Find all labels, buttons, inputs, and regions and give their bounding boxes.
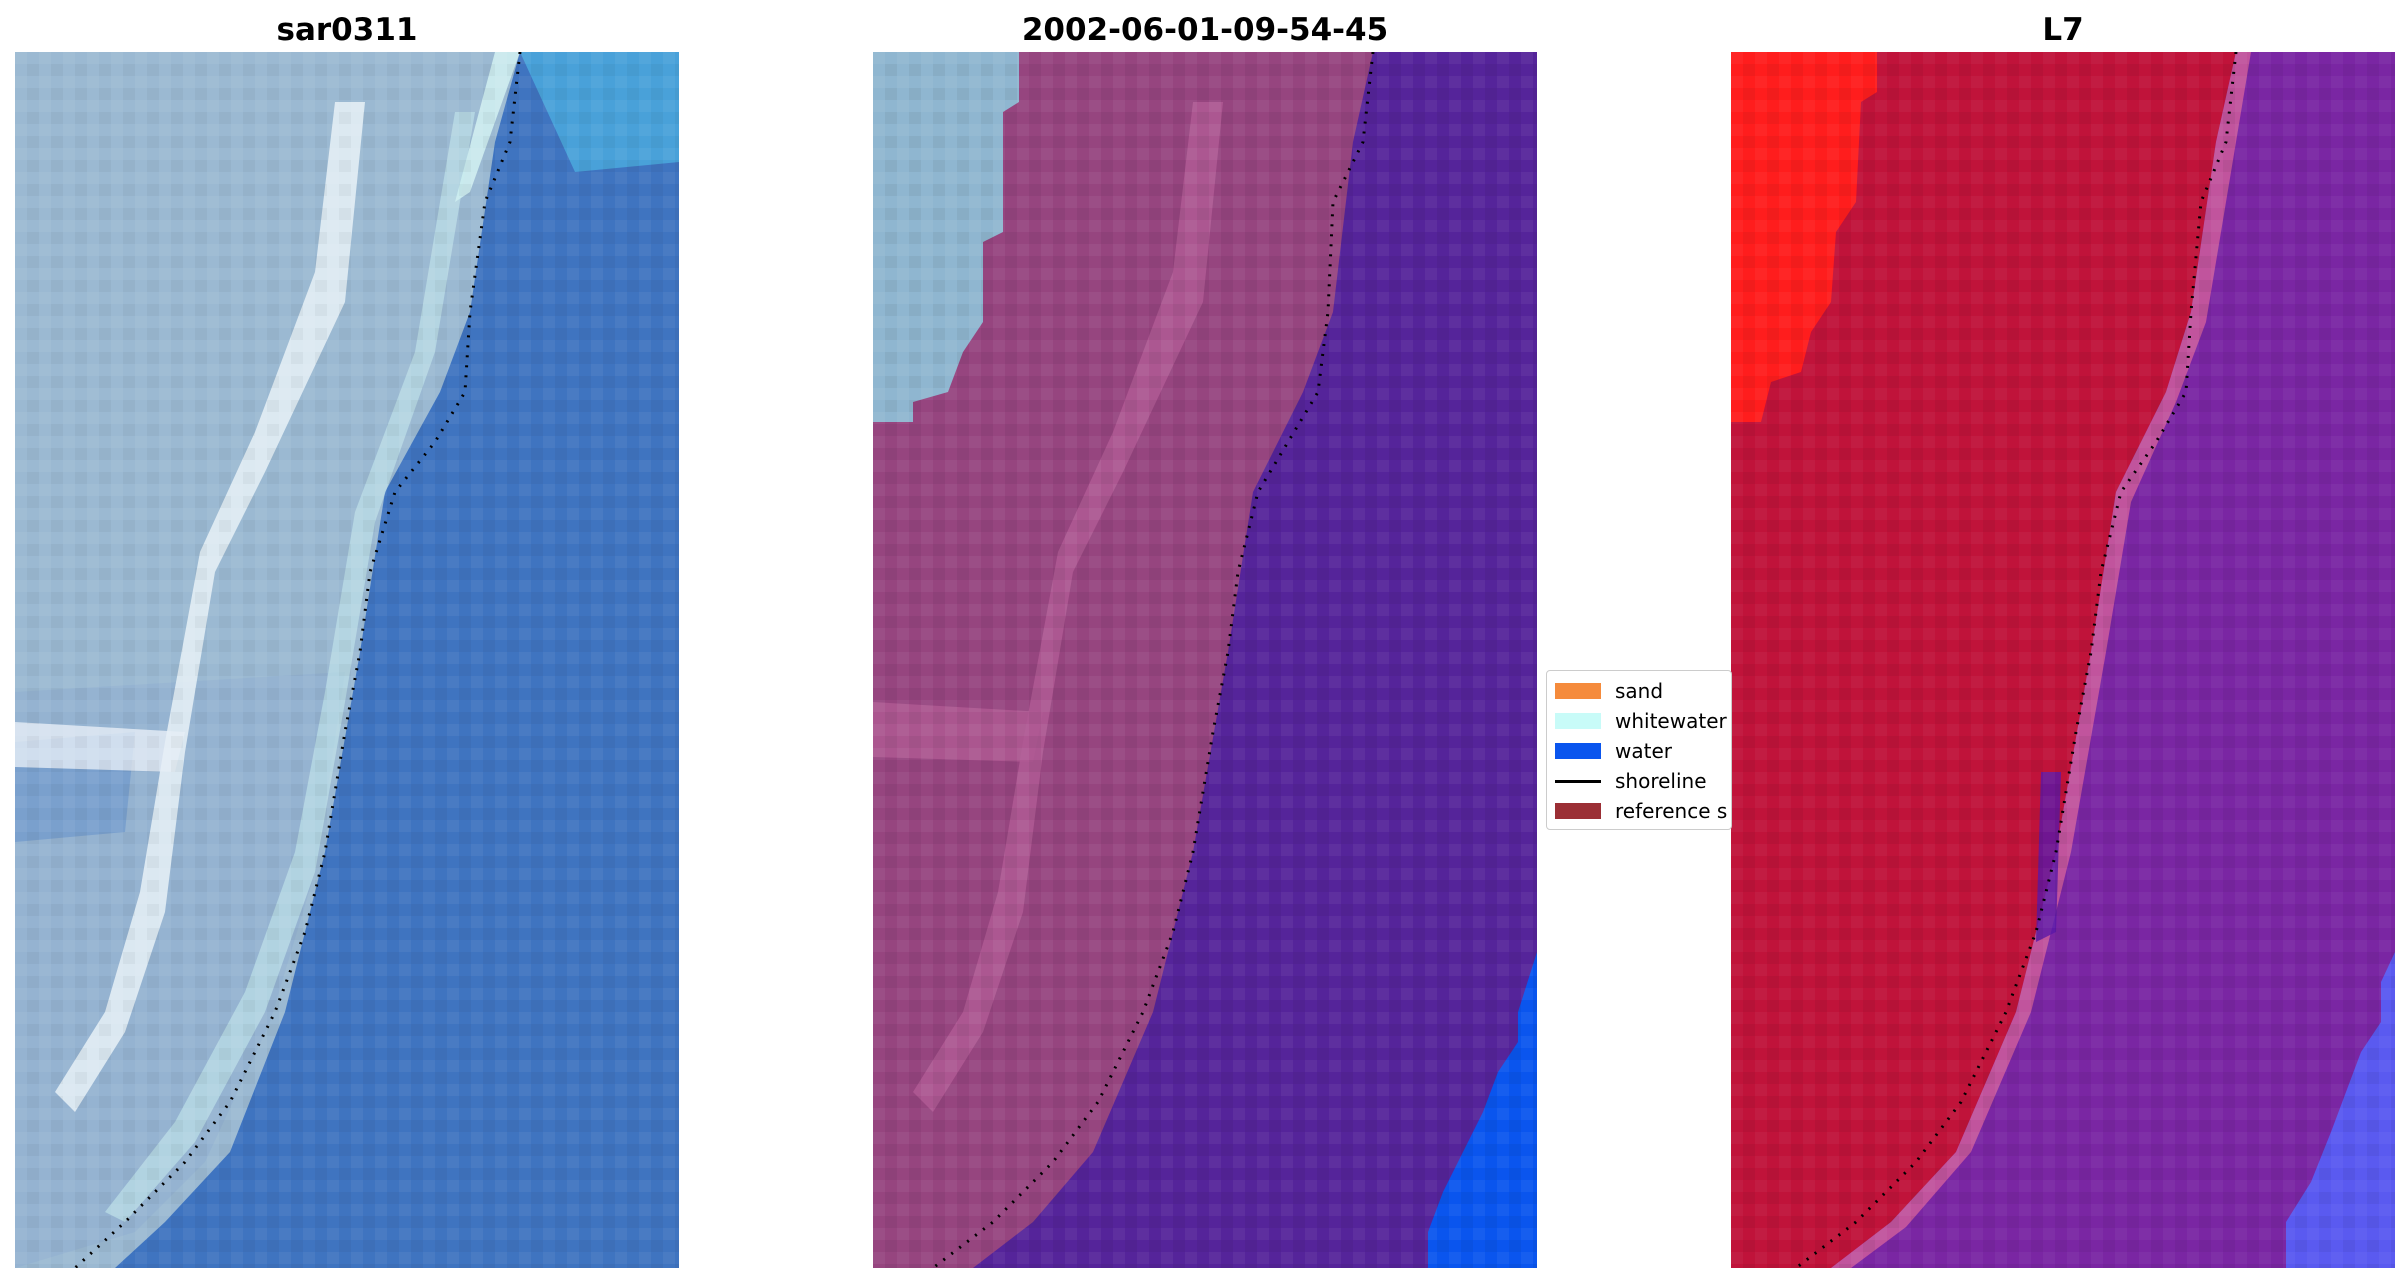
legend-item-water: water [1555, 737, 1672, 765]
legend-label: reference s [1615, 799, 1728, 823]
panel-title-rgb: sar0311 [276, 12, 418, 48]
panel-title-index: L7 [2042, 12, 2084, 48]
panel-title-classified: 2002-06-01-09-54-45 [1021, 12, 1389, 48]
legend-label: water [1615, 739, 1672, 763]
legend: sand whitewater water shoreline referenc… [1546, 670, 1732, 830]
shoreline [932, 52, 1375, 1268]
shoreline [73, 52, 522, 1268]
index-image-panel [1731, 52, 2395, 1268]
legend-swatch-sand [1555, 683, 1601, 699]
legend-item-shoreline: shoreline [1555, 767, 1707, 795]
legend-label: whitewater [1615, 709, 1727, 733]
legend-item-reference-shoreline: reference s [1555, 797, 1727, 825]
legend-swatch-water [1555, 743, 1601, 759]
index-image [1731, 52, 2395, 1268]
legend-label: sand [1615, 679, 1664, 703]
legend-swatch-whitewater [1555, 713, 1601, 729]
classified-image-panel [873, 52, 1537, 1268]
legend-line-shoreline [1555, 779, 1601, 783]
legend-swatch-reference [1555, 803, 1601, 819]
legend-item-whitewater: whitewater [1555, 707, 1727, 735]
legend-item-sand: sand [1555, 677, 1663, 705]
legend-label: shoreline [1615, 769, 1707, 793]
rgb-image-panel [15, 52, 679, 1268]
rgb-image [15, 52, 679, 1268]
classified-image [873, 52, 1537, 1268]
